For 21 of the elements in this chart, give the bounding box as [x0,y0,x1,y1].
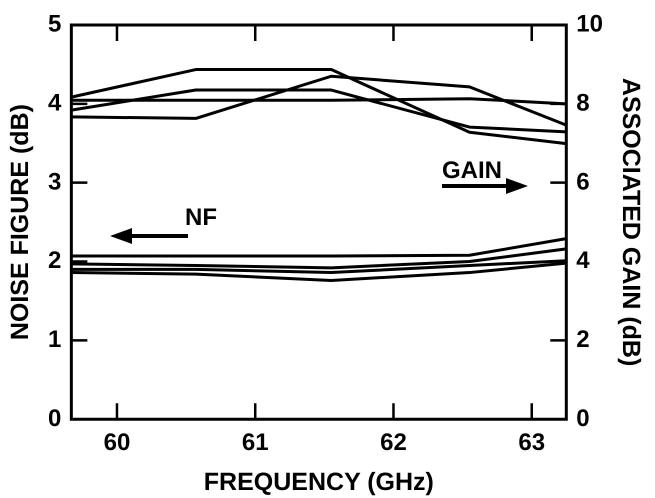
y-tick-label: 2 [48,247,62,274]
y-tick-label: 3 [48,168,62,196]
y2-tick-label: 4 [576,247,590,274]
y-tick-label: 0 [48,404,62,432]
y2-tick-label: 2 [576,326,590,353]
y2-axis-title: ASSOCIATED GAIN (dB) [617,78,646,366]
x-axis-title: FREQUENCY (GHz) [204,468,434,496]
y-axis-title: NOISE FIGURE (dB) [6,104,34,340]
y2-tick-label: 6 [576,168,590,196]
annotation: GAIN [442,157,502,184]
x-tick-label: 62 [380,429,407,456]
y2-tick-label: 0 [576,404,590,432]
y2-tick-label: 8 [576,89,590,116]
y-tick-label: 5 [48,10,62,38]
y-tick-label: 1 [48,326,62,353]
y-tick-label: 4 [48,89,62,116]
x-tick-label: 60 [104,429,130,456]
y2-tick-label: 10 [576,10,604,38]
x-tick-label: 63 [518,429,546,456]
x-tick-label: 61 [242,429,269,456]
annotation: NF [185,204,217,231]
